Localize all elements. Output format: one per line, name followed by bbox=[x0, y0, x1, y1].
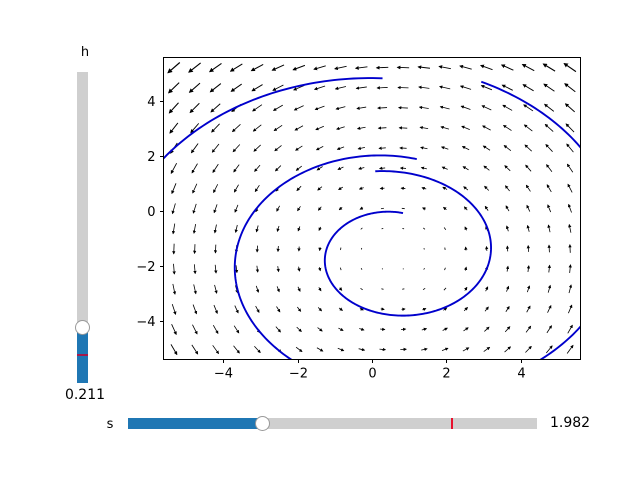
horizontal-slider-track-area[interactable] bbox=[128, 416, 537, 431]
svg-text:4: 4 bbox=[517, 367, 525, 382]
svg-text:2: 2 bbox=[147, 150, 155, 165]
vertical-slider-track[interactable] bbox=[77, 72, 88, 383]
svg-text:4: 4 bbox=[147, 95, 155, 110]
vertical-slider-handle[interactable] bbox=[75, 319, 90, 335]
horizontal-slider-handle[interactable] bbox=[255, 416, 271, 431]
vertical-slider-marker bbox=[77, 354, 88, 357]
y-axis-tick-labels: −4 −2 0 2 4 bbox=[136, 95, 155, 330]
horizontal-slider-fill bbox=[128, 418, 263, 429]
svg-text:0: 0 bbox=[368, 367, 376, 382]
horizontal-slider-track[interactable] bbox=[128, 418, 537, 429]
trajectory-curves bbox=[163, 77, 581, 360]
svg-text:0: 0 bbox=[147, 205, 155, 220]
svg-text:−2: −2 bbox=[136, 260, 155, 275]
svg-text:−4: −4 bbox=[214, 367, 233, 382]
plot-canvas: −4 −2 0 2 4 −4 −2 0 2 4 bbox=[136, 57, 581, 382]
svg-text:−4: −4 bbox=[136, 315, 155, 330]
horizontal-slider-label: s bbox=[106, 417, 114, 432]
axis-tick-marks bbox=[160, 101, 522, 363]
trajectory-outer bbox=[163, 77, 383, 160]
vertical-slider-value: 0.211 bbox=[64, 387, 106, 403]
quiver-vector-field bbox=[167, 62, 577, 356]
axes-frame bbox=[163, 57, 581, 360]
svg-text:−2: −2 bbox=[289, 367, 308, 382]
trajectory-middle bbox=[233, 80, 581, 360]
phase-portrait-plot: −4 −2 0 2 4 −4 −2 0 2 4 bbox=[120, 40, 620, 400]
trajectory-inner bbox=[323, 170, 492, 317]
horizontal-slider-s[interactable]: s 1.982 bbox=[100, 412, 620, 442]
vertical-slider-h[interactable]: h 0.211 bbox=[50, 45, 120, 410]
svg-text:2: 2 bbox=[442, 367, 450, 382]
vertical-slider-track-area[interactable] bbox=[75, 72, 90, 383]
horizontal-slider-marker bbox=[451, 418, 454, 429]
horizontal-slider-value: 1.982 bbox=[550, 415, 591, 431]
x-axis-tick-labels: −4 −2 0 2 4 bbox=[214, 367, 526, 382]
vertical-slider-label: h bbox=[80, 45, 90, 60]
